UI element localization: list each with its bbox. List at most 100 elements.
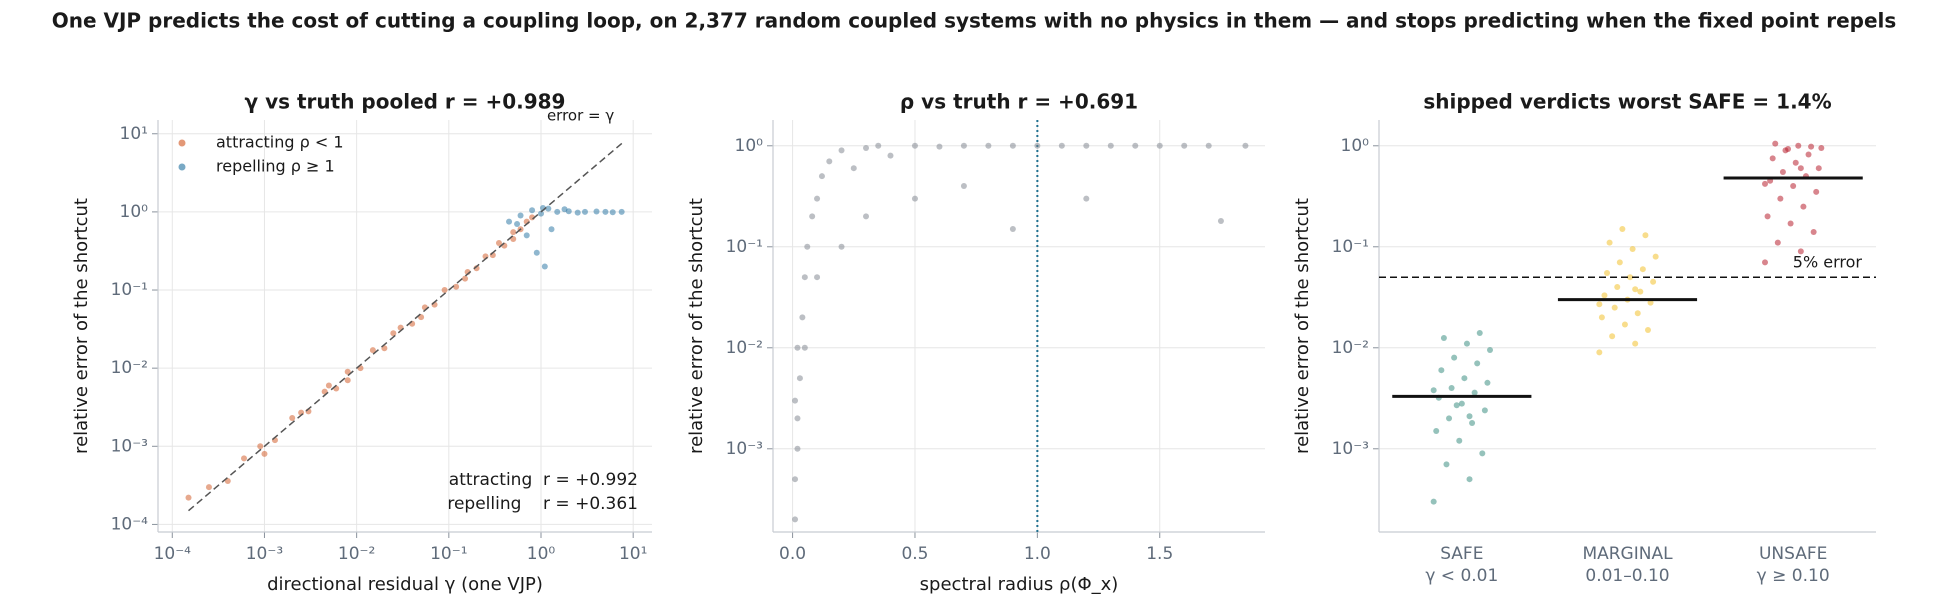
- data-point: [1448, 384, 1455, 391]
- data-point: [1810, 229, 1817, 236]
- data-point: [1009, 225, 1016, 232]
- data-point: [495, 239, 502, 246]
- data-point: [344, 368, 351, 375]
- data-point: [850, 165, 857, 172]
- data-point: [1762, 259, 1769, 266]
- data-point: [1774, 239, 1781, 246]
- data-point: [863, 145, 870, 152]
- data-point: [1430, 387, 1437, 394]
- x-tick-label: UNSAFE: [1759, 544, 1827, 564]
- data-point: [1779, 169, 1786, 176]
- data-point: [561, 206, 568, 213]
- data-point: [838, 147, 845, 154]
- y-tick-label: 10⁻²: [726, 338, 763, 358]
- data-point: [369, 347, 376, 354]
- data-point: [593, 208, 600, 215]
- panel-title: γ vs truth pooled r = +0.989: [245, 90, 566, 114]
- x-tick-note: γ < 0.01: [1425, 566, 1498, 586]
- data-point: [1443, 461, 1450, 468]
- data-point: [804, 243, 811, 250]
- data-point: [792, 516, 799, 523]
- data-point: [1456, 437, 1463, 444]
- y-tick-label: 10⁻³: [1332, 439, 1369, 459]
- panel-title: ρ vs truth r = +0.691: [900, 90, 1138, 114]
- x-tick-label: 10⁻⁴: [154, 544, 192, 564]
- y-tick-label: 10⁻²: [111, 358, 148, 378]
- data-point: [1451, 354, 1458, 361]
- data-point: [794, 415, 801, 422]
- data-point: [1616, 259, 1623, 266]
- data-point: [1466, 413, 1473, 420]
- data-point: [792, 476, 799, 483]
- data-point: [1621, 321, 1628, 328]
- data-point: [1446, 415, 1453, 422]
- data-point: [1795, 142, 1802, 149]
- data-point: [1790, 182, 1797, 189]
- data-point: [887, 152, 894, 159]
- data-point: [796, 375, 803, 382]
- data-point: [1461, 375, 1468, 382]
- y-tick-label: 10⁰: [120, 202, 149, 222]
- annotation: repelling r = +0.361: [447, 494, 638, 514]
- reference-line: [188, 140, 625, 512]
- data-point: [453, 283, 460, 290]
- data-point: [818, 173, 825, 180]
- data-point: [1813, 188, 1820, 195]
- data-point: [1217, 218, 1224, 225]
- data-point: [185, 494, 192, 501]
- data-point: [618, 208, 625, 215]
- data-point: [1606, 239, 1613, 246]
- x-tick-label: 10⁻¹: [430, 544, 467, 564]
- x-tick-label: 0.0: [779, 544, 806, 564]
- data-point: [261, 450, 268, 457]
- data-point: [541, 263, 548, 270]
- data-point: [985, 142, 992, 149]
- y-axis-label: relative error of the shortcut: [1292, 198, 1313, 454]
- data-point: [801, 344, 808, 351]
- data-point: [545, 205, 552, 212]
- data-point: [390, 330, 397, 337]
- data-point: [1242, 142, 1249, 149]
- x-tick-label: 1.5: [1146, 544, 1173, 564]
- x-tick-note: γ ≥ 0.10: [1757, 566, 1830, 586]
- reference-label: error = γ: [547, 107, 614, 125]
- data-point: [1438, 367, 1445, 374]
- data-point: [1107, 142, 1114, 149]
- data-point: [554, 208, 561, 215]
- x-tick-label: 0.5: [901, 544, 928, 564]
- x-axis-label: directional residual γ (one VJP): [267, 574, 543, 595]
- data-point: [1596, 301, 1603, 308]
- data-point: [1797, 165, 1804, 172]
- data-point: [1596, 349, 1603, 356]
- data-point: [814, 195, 821, 202]
- data-point: [1156, 142, 1163, 149]
- x-tick-label: 10⁻²: [338, 544, 375, 564]
- data-point: [1797, 248, 1804, 255]
- data-point: [936, 143, 943, 150]
- data-point: [574, 209, 581, 216]
- data-point: [344, 377, 351, 384]
- data-point: [1440, 334, 1447, 341]
- data-point: [1458, 400, 1465, 407]
- data-point: [205, 484, 212, 491]
- data-point: [1800, 203, 1807, 210]
- panel-title: shipped verdicts worst SAFE = 1.4%: [1423, 90, 1831, 114]
- data-point: [1484, 379, 1491, 386]
- data-point: [523, 232, 530, 239]
- data-point: [960, 142, 967, 149]
- data-point: [1034, 142, 1041, 149]
- data-point: [1647, 299, 1654, 306]
- data-point: [1637, 288, 1644, 295]
- y-axis-label: relative error of the shortcut: [71, 198, 92, 454]
- data-point: [911, 195, 918, 202]
- data-point: [1777, 195, 1784, 202]
- data-point: [814, 274, 821, 281]
- data-point: [1650, 278, 1657, 285]
- data-point: [1764, 213, 1771, 220]
- y-tick-label: 10⁰: [735, 136, 764, 156]
- data-point: [510, 229, 517, 236]
- data-point: [911, 142, 918, 149]
- x-tick-note: 0.01–0.10: [1585, 566, 1669, 586]
- data-point: [1009, 142, 1016, 149]
